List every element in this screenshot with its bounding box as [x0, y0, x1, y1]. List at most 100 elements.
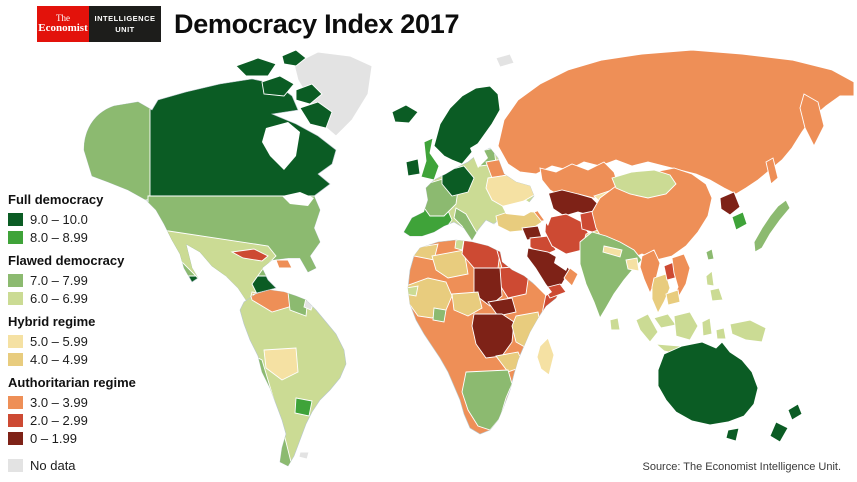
nigeria [451, 291, 483, 317]
legend-item: 4.0 – 4.99 [8, 350, 136, 368]
legend-swatch-7-799 [8, 273, 23, 287]
ghana [432, 307, 447, 323]
legend-range: 7.0 – 7.99 [30, 272, 88, 288]
legend-swatch-4-499 [8, 352, 23, 366]
venezuela [247, 290, 293, 313]
south-america-outline [239, 289, 347, 467]
north-korea [719, 191, 741, 216]
central-african-republic [487, 297, 517, 317]
senegal [408, 285, 419, 297]
legend-item: 9.0 – 10.0 [8, 210, 136, 228]
kamchatka [799, 93, 825, 148]
united-kingdom [420, 137, 440, 181]
canada-arctic-island-1 [235, 57, 277, 77]
sri-lanka [609, 317, 621, 331]
sakhalin [765, 157, 779, 185]
legend-range: 2.0 – 2.99 [30, 412, 88, 428]
bolivia [263, 347, 299, 381]
japan [753, 199, 791, 253]
intelligence-unit-box: INTELLIGENCE UNIT [89, 6, 161, 42]
legend-swatch-2-299 [8, 413, 23, 427]
legend-group-flawed-democracy: Flawed democracy [8, 253, 125, 268]
nepal [602, 245, 623, 258]
legend-swatch-9-10 [8, 212, 23, 226]
philippines [705, 270, 724, 302]
canada-arctic-island-2 [261, 75, 295, 97]
oman [563, 267, 579, 287]
legend-range: 5.0 – 5.99 [30, 333, 88, 349]
ireland [405, 158, 421, 177]
legend-group-hybrid-regime: Hybrid regime [8, 314, 96, 329]
canada-arctic-island-3 [295, 83, 323, 105]
legend-item: 7.0 – 7.99 [8, 271, 136, 289]
brand-line-1: The [56, 12, 70, 23]
legend-item: 2.0 – 2.99 [8, 411, 136, 429]
legend-range: No data [30, 457, 76, 473]
madagascar [536, 337, 555, 376]
economist-logo: The Economist INTELLIGENCE UNIT [37, 6, 161, 42]
persian-gulf [554, 256, 570, 271]
taiwan [705, 248, 715, 261]
alaska [84, 79, 151, 201]
iceland [391, 104, 419, 124]
papua-new-guinea [729, 319, 767, 343]
legend-swatch-3-399 [8, 395, 23, 409]
australia [657, 341, 759, 426]
mongolia [611, 169, 677, 199]
ellesmere-island [281, 49, 307, 67]
italy [453, 207, 481, 240]
economist-brand-box: The Economist [37, 6, 89, 42]
legend-range: 3.0 – 3.99 [30, 394, 88, 410]
africa [408, 240, 561, 431]
legend-range: 6.0 – 6.99 [30, 290, 88, 306]
new-zealand [769, 403, 803, 443]
legend-swatch-6-699 [8, 291, 23, 305]
source-credit: Source: The Economist Intelligence Unit. [642, 461, 841, 473]
legend-range: 0 – 1.99 [30, 430, 77, 446]
legend-swatch-0-199 [8, 431, 23, 445]
legend-item: 0 – 1.99 [8, 429, 136, 447]
legend-group-full-democracy: Full democracy [8, 192, 104, 207]
tasmania [725, 427, 740, 442]
legend-swatch-no-data [8, 458, 23, 472]
red-sea [513, 250, 552, 296]
germany-central-europe [441, 165, 475, 197]
legend: Full democracy 9.0 – 10.0 8.0 – 8.99 Fla… [8, 192, 136, 474]
caspian-sea [538, 190, 554, 226]
header: The Economist INTELLIGENCE UNIT Democrac… [0, 0, 857, 48]
legend-item: 5.0 – 5.99 [8, 332, 136, 350]
baffin-island [299, 101, 333, 129]
south-korea [731, 211, 748, 231]
unit-line-2: UNIT [115, 25, 135, 34]
mozambique [513, 359, 535, 395]
legend-swatch-8-899 [8, 230, 23, 244]
legend-item: 3.0 – 3.99 [8, 393, 136, 411]
great-lakes [282, 192, 314, 206]
india [579, 231, 643, 320]
black-sea [502, 200, 538, 216]
brand-line-2: Economist [38, 21, 88, 34]
hudson-bay [262, 122, 300, 170]
falkland-islands [298, 451, 310, 460]
legend-range: 8.0 – 8.99 [30, 229, 88, 245]
baltic-sea [470, 142, 488, 168]
mali [431, 249, 469, 279]
malaysia [653, 313, 677, 329]
hispaniola [275, 259, 293, 269]
bangladesh [625, 257, 640, 272]
legend-item: 6.0 – 6.99 [8, 289, 136, 307]
legend-item: 8.0 – 8.99 [8, 228, 136, 246]
legend-group-authoritarian-regime: Authoritarian regime [8, 375, 136, 390]
page-title: Democracy Index 2017 [174, 8, 460, 39]
legend-swatch-5-599 [8, 334, 23, 348]
cuba [230, 248, 269, 262]
svalbard [495, 53, 515, 68]
legend-item-no-data: No data [8, 456, 136, 474]
cambodia [665, 289, 681, 306]
legend-range: 4.0 – 4.99 [30, 351, 88, 367]
scandinavia [433, 85, 501, 165]
uruguay [294, 397, 313, 417]
unit-line-1: INTELLIGENCE [94, 13, 156, 23]
